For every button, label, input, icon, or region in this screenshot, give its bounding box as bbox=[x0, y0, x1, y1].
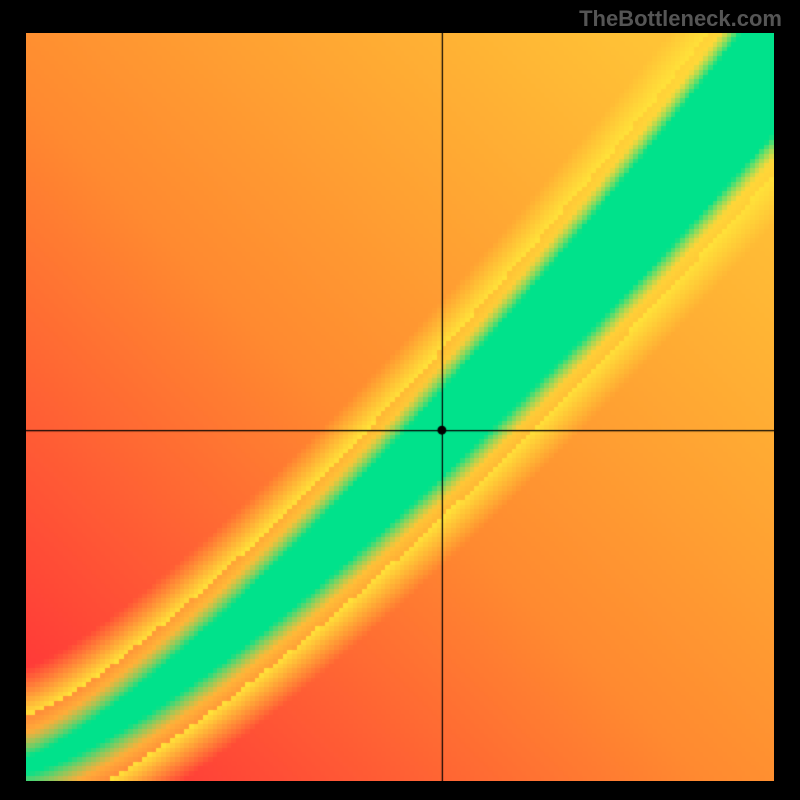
bottleneck-heatmap bbox=[26, 33, 774, 781]
chart-container: TheBottleneck.com bbox=[0, 0, 800, 800]
watermark-label: TheBottleneck.com bbox=[579, 6, 782, 32]
